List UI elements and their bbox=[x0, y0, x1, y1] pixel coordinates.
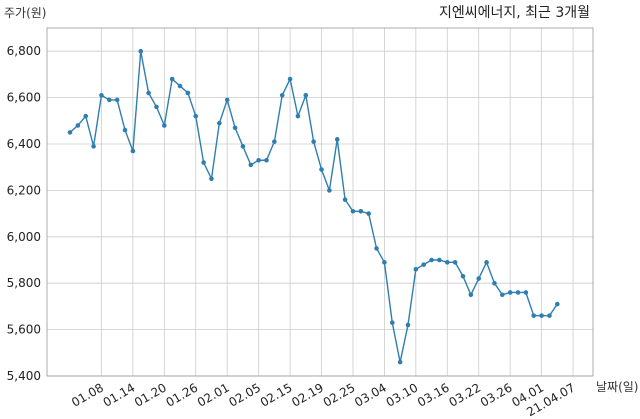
y-axis-label: 주가(원) bbox=[4, 6, 46, 20]
data-point bbox=[217, 120, 222, 126]
y-tick-label: 6,800 bbox=[7, 44, 41, 58]
data-point bbox=[358, 208, 364, 214]
y-tick-label: 6,400 bbox=[7, 137, 41, 151]
data-point bbox=[287, 76, 293, 82]
data-point bbox=[83, 113, 89, 119]
x-tick-label: 02.19 bbox=[289, 380, 326, 409]
data-point bbox=[177, 83, 183, 89]
data-point bbox=[201, 160, 206, 165]
data-point bbox=[169, 76, 175, 82]
data-point bbox=[193, 113, 199, 119]
data-point bbox=[382, 260, 387, 265]
data-point bbox=[539, 313, 544, 318]
data-point bbox=[484, 260, 489, 265]
x-tick-label: 03.16 bbox=[415, 380, 452, 409]
data-point bbox=[531, 313, 537, 318]
data-point bbox=[523, 290, 529, 295]
plot-frame bbox=[46, 27, 594, 377]
data-point bbox=[138, 48, 144, 54]
data-point bbox=[476, 276, 482, 281]
data-point bbox=[311, 139, 316, 144]
data-point bbox=[350, 208, 356, 214]
data-point bbox=[397, 359, 403, 365]
x-tick-label: 01.14 bbox=[101, 380, 138, 409]
data-point bbox=[429, 257, 434, 263]
x-tick-label: 03.26 bbox=[478, 380, 515, 409]
data-point bbox=[460, 273, 466, 279]
data-point bbox=[224, 97, 230, 103]
data-point bbox=[146, 90, 151, 96]
data-point bbox=[500, 292, 505, 298]
data-point bbox=[555, 301, 560, 307]
data-point bbox=[303, 92, 309, 98]
x-tick-label: 03.10 bbox=[384, 380, 421, 409]
y-axis-ticks: 5,400 5,600 5,800 6,000 6,200 6,400 6,600 6,800 bbox=[7, 44, 41, 383]
data-point bbox=[240, 144, 246, 149]
data-point bbox=[389, 320, 395, 325]
data-point bbox=[264, 157, 269, 163]
y-tick-label: 5,800 bbox=[7, 276, 41, 290]
data-point bbox=[452, 260, 458, 265]
data-point bbox=[327, 188, 332, 193]
data-point bbox=[130, 148, 136, 154]
x-tick-label: 01.26 bbox=[164, 380, 201, 409]
data-point bbox=[162, 123, 167, 128]
x-tick-label: 03.22 bbox=[446, 380, 483, 409]
data-point bbox=[209, 176, 214, 182]
y-tick-label: 5,600 bbox=[7, 323, 41, 337]
x-tick-label: 02.05 bbox=[226, 380, 263, 409]
x-tick-label: 03.04 bbox=[352, 380, 389, 409]
data-point bbox=[515, 290, 521, 295]
data-point bbox=[319, 167, 324, 172]
data-point bbox=[122, 127, 128, 133]
y-tick-label: 6,000 bbox=[7, 230, 41, 244]
data-point bbox=[405, 322, 411, 328]
data-point bbox=[366, 211, 371, 216]
data-point bbox=[492, 280, 497, 286]
x-tick-label: 02.01 bbox=[195, 380, 232, 409]
x-tick-label: 01.20 bbox=[132, 380, 169, 409]
data-point bbox=[99, 92, 104, 98]
data-point bbox=[334, 137, 340, 142]
data-point bbox=[547, 313, 552, 318]
data-point bbox=[413, 266, 419, 272]
data-point bbox=[272, 139, 277, 144]
x-tick-label: 01.08 bbox=[69, 380, 106, 409]
data-point bbox=[232, 125, 238, 131]
data-point bbox=[107, 97, 112, 103]
data-point bbox=[67, 130, 73, 135]
y-tick-label: 6,200 bbox=[7, 183, 41, 197]
data-point bbox=[507, 290, 513, 295]
data-point bbox=[279, 92, 285, 98]
data-point bbox=[256, 157, 261, 163]
x-tick-label: 02.25 bbox=[321, 380, 358, 409]
x-axis-ticks: 01.0801.1401.2001.2602.0102.0502.1502.19… bbox=[69, 380, 577, 419]
data-point bbox=[437, 257, 442, 263]
data-point bbox=[468, 292, 474, 298]
data-point bbox=[421, 262, 427, 267]
chart-title: 지엔씨에너지, 최근 3개월 bbox=[439, 5, 590, 21]
data-point bbox=[342, 197, 348, 202]
data-point bbox=[374, 246, 379, 251]
data-point bbox=[185, 90, 191, 96]
x-axis-label: 날짜(일) bbox=[596, 380, 638, 394]
data-point bbox=[248, 162, 254, 168]
y-tick-label: 6,600 bbox=[7, 91, 41, 105]
grid bbox=[47, 28, 593, 377]
data-point bbox=[75, 123, 81, 128]
data-point bbox=[91, 144, 96, 149]
y-tick-label: 5,400 bbox=[7, 369, 41, 383]
x-tick-label: 02.15 bbox=[258, 380, 295, 409]
data-point bbox=[295, 113, 301, 119]
data-point bbox=[114, 97, 120, 103]
data-point bbox=[154, 104, 159, 110]
price-points bbox=[67, 48, 560, 365]
data-point bbox=[444, 260, 450, 265]
